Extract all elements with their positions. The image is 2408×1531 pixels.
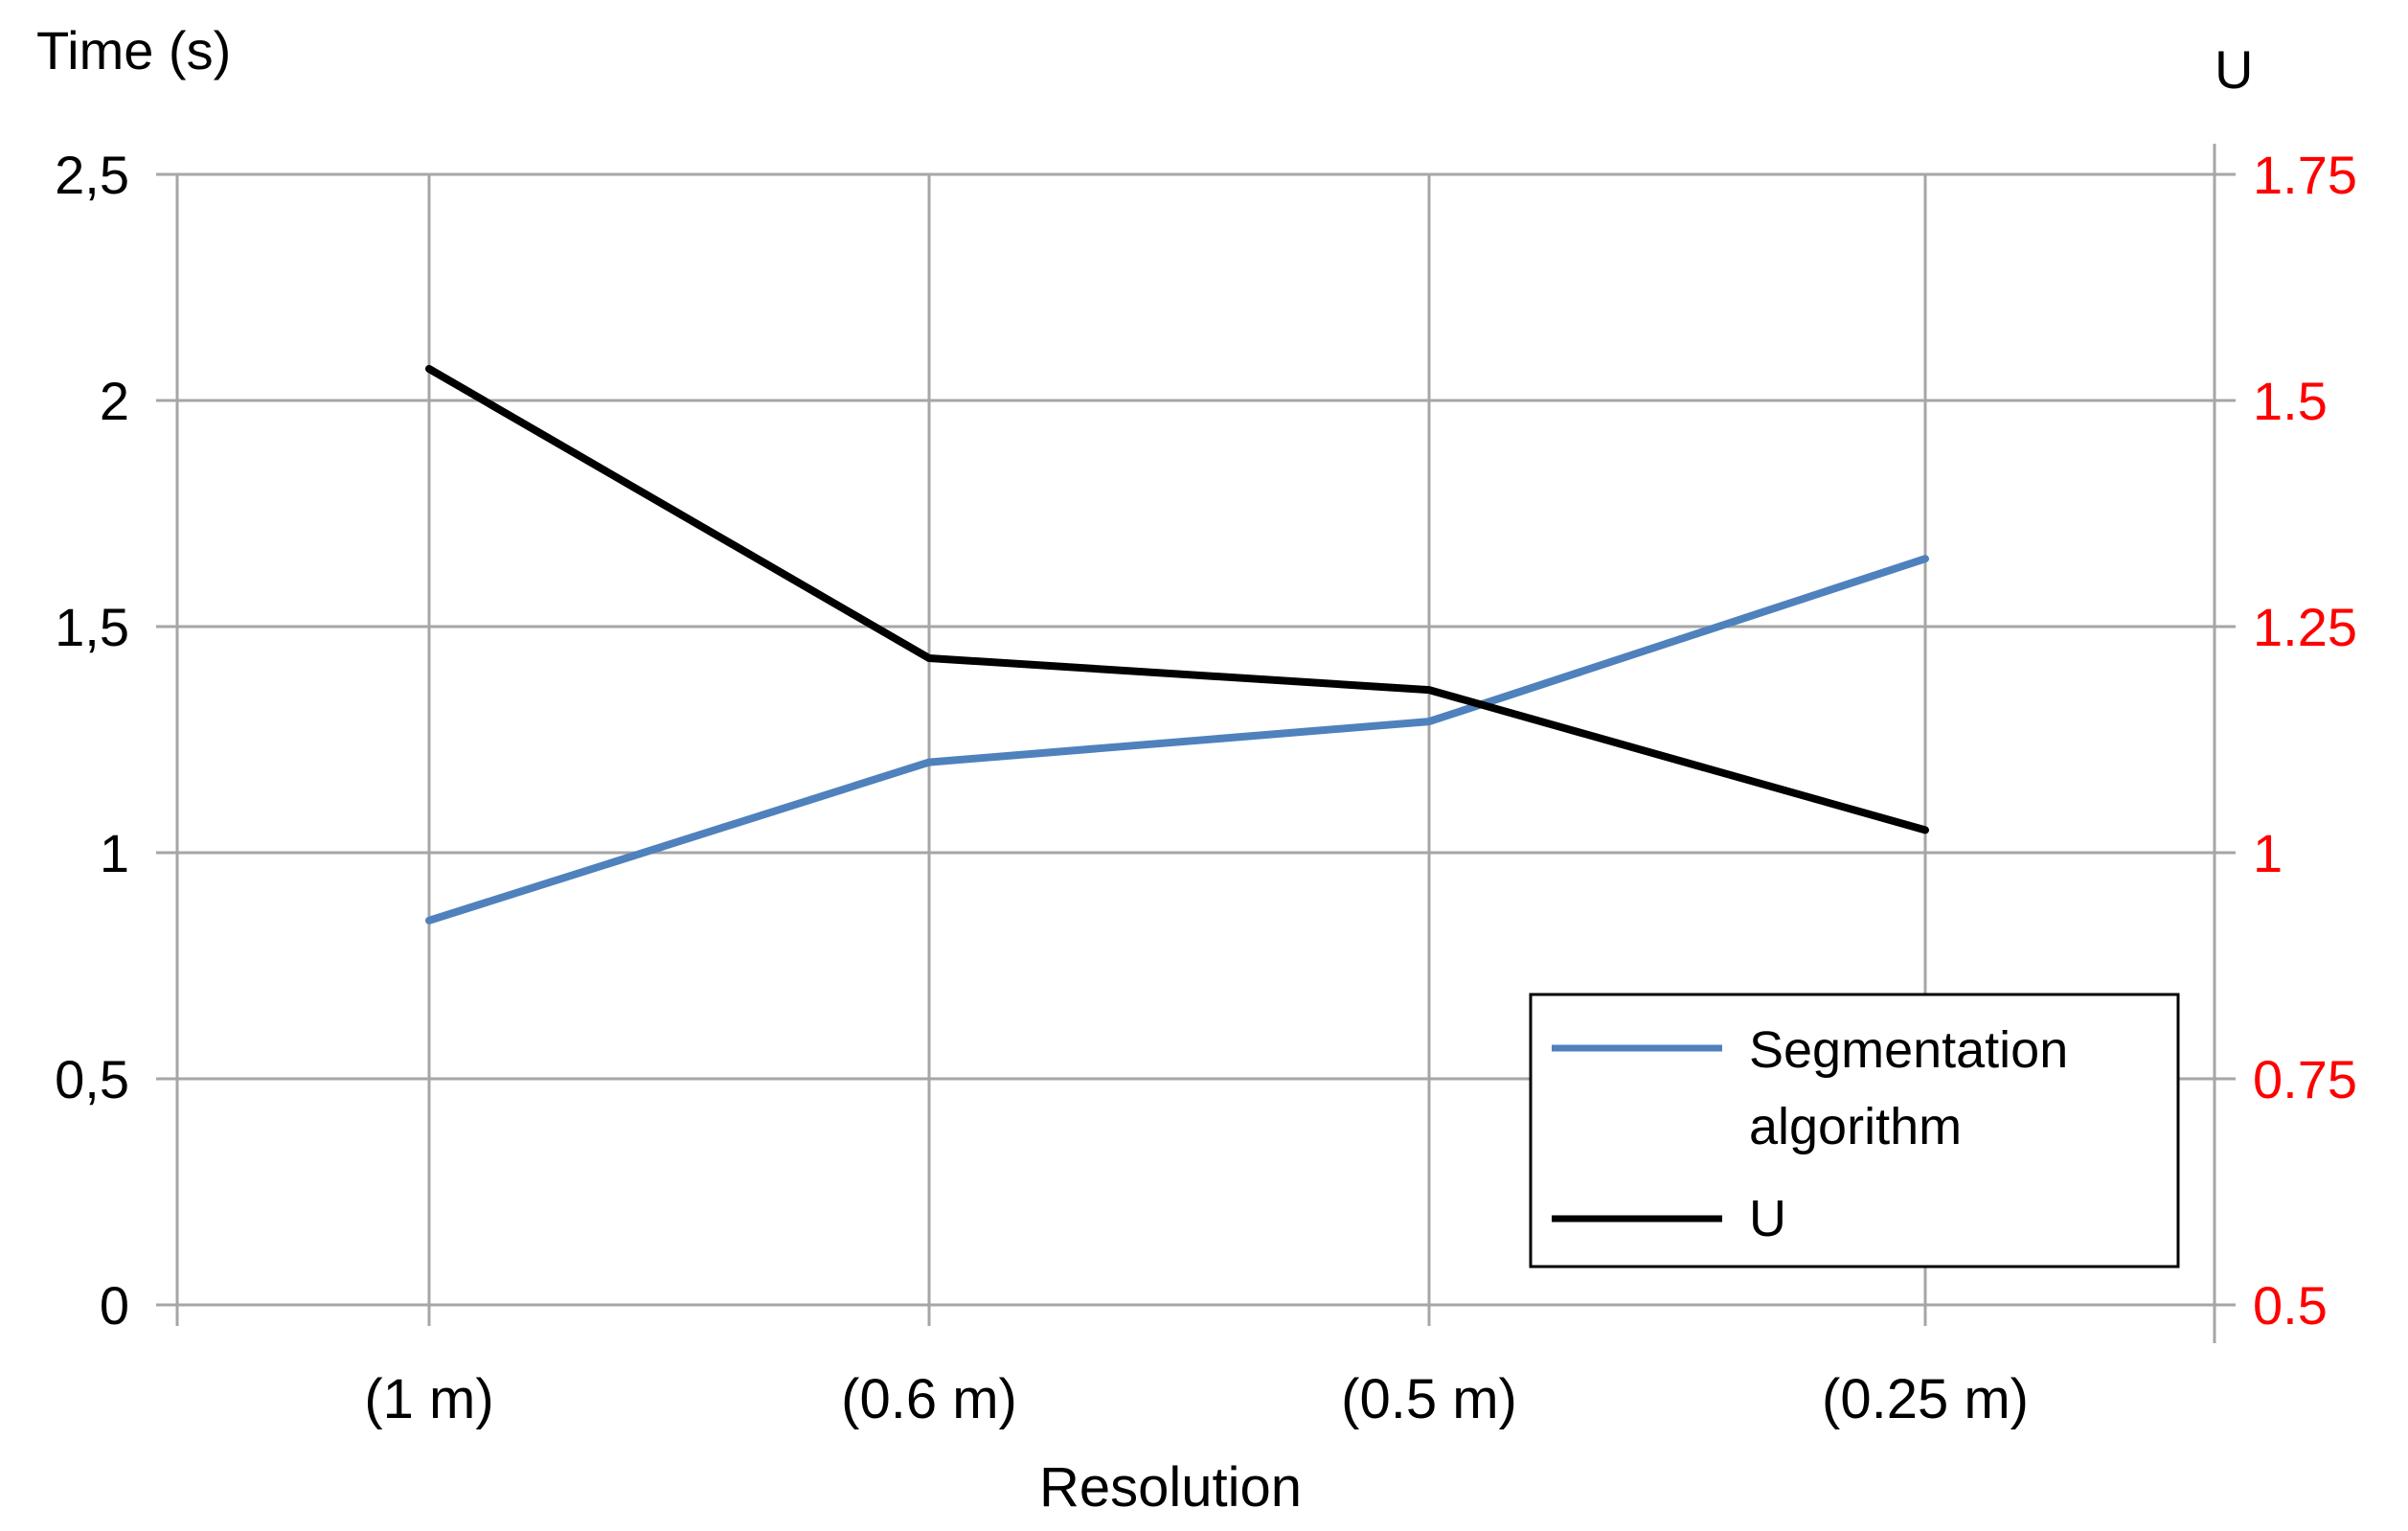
legend-label-segmentation-line1: Segmentation	[1749, 1021, 2068, 1079]
y-axis-title: Time (s)	[36, 20, 231, 80]
data-point	[928, 657, 930, 660]
data-point	[1924, 558, 1926, 560]
y2-axis-title: U	[2215, 39, 2253, 100]
series-layer	[425, 365, 1929, 925]
y-tick-label: 2,5	[55, 145, 129, 205]
data-point	[428, 919, 430, 922]
x-tick-label: (0.6 m)	[841, 1368, 1017, 1430]
x-tick-label: (0.25 m)	[1822, 1368, 2029, 1430]
y-tick-label: 1,5	[55, 597, 129, 657]
legend: Segmentation algorithm U	[1529, 993, 2180, 1268]
series-line-u	[425, 365, 1929, 834]
data-point	[1924, 829, 1926, 832]
data-point	[428, 367, 430, 370]
x-axis-title: Resolution	[1039, 1456, 1302, 1519]
data-point	[1428, 720, 1430, 723]
y2-tick-label: 1.75	[2253, 145, 2357, 205]
y-tick-label: 0	[100, 1275, 129, 1336]
y2-tick-label: 1.25	[2253, 597, 2357, 657]
series-line-segmentation-algorithm	[425, 555, 1929, 925]
y2-tick-label: 1	[2253, 823, 2283, 883]
legend-label-u: U	[1749, 1190, 1786, 1247]
y2-tick-label: 1.5	[2253, 371, 2328, 431]
y2-tick-label: 0.75	[2253, 1049, 2357, 1109]
x-tick-label: (1 m)	[364, 1368, 493, 1430]
y-tick-label: 2	[100, 371, 129, 431]
y-tick-label: 1	[100, 823, 129, 883]
y2-tick-label: 0.5	[2253, 1275, 2328, 1336]
data-point	[928, 761, 930, 764]
axes: 0 0,5 1 1,5 2 2,5 0.5 0.75 1 1.25 1.5 1.75 (1 m) (0.6…	[55, 144, 2357, 1430]
y-tick-label: 0,5	[55, 1049, 129, 1109]
legend-label-segmentation-line2: algorithm	[1749, 1098, 1962, 1155]
x-tick-label: (0.5 m)	[1341, 1368, 1517, 1430]
data-point	[1428, 689, 1430, 692]
